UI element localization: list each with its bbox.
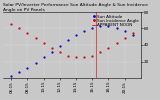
Text: Solar PV/Inverter Performance Sun Altitude Angle & Sun Incidence Angle on PV Pan: Solar PV/Inverter Performance Sun Altitu… — [3, 3, 148, 12]
Legend: Sun Altitude, Sun Incidence Angle, APPARENT NOON: Sun Altitude, Sun Incidence Angle, APPAR… — [92, 14, 139, 27]
